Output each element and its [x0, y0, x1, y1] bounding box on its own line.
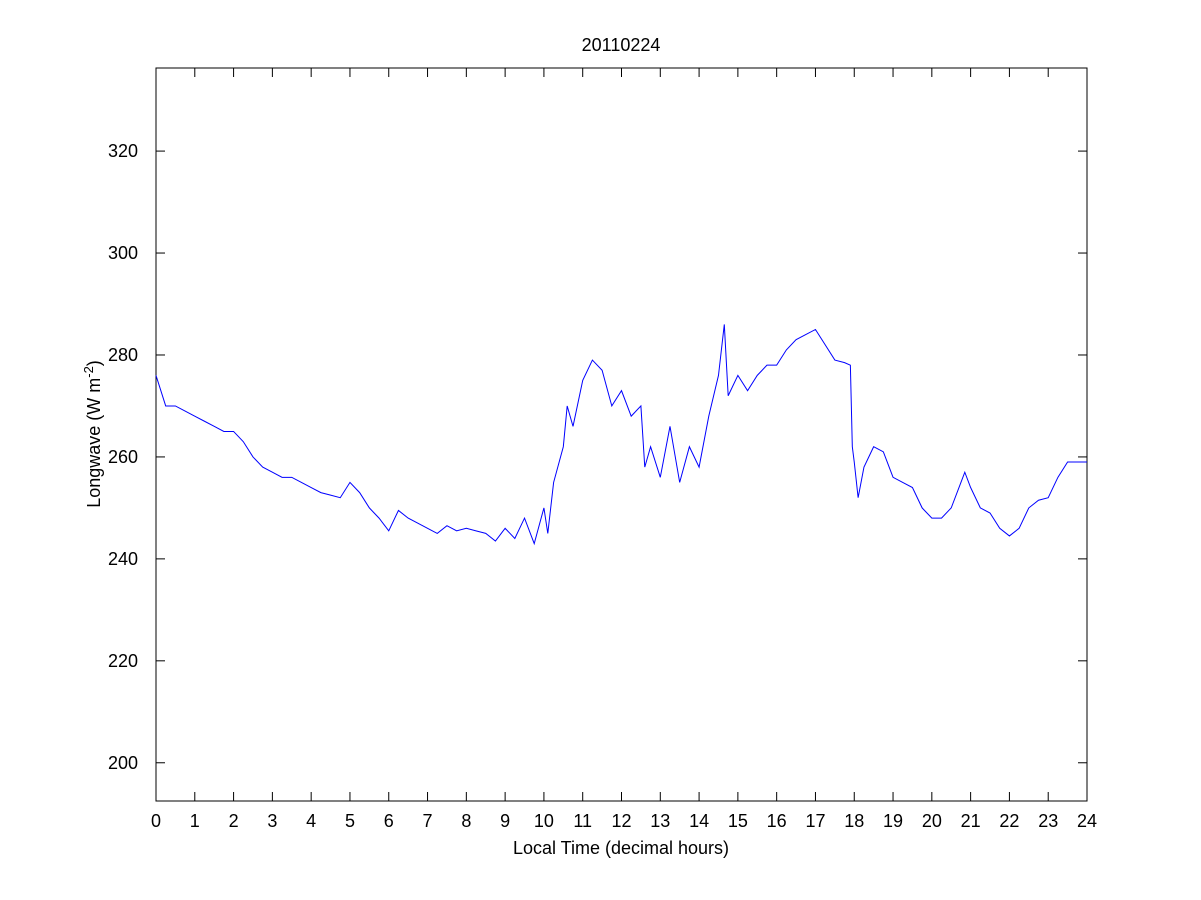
x-tick-label: 12 [611, 811, 631, 831]
x-tick-label: 1 [190, 811, 200, 831]
x-tick-label: 14 [689, 811, 709, 831]
y-label-superscript: -2 [81, 366, 96, 378]
x-tick-label: 9 [500, 811, 510, 831]
x-tick-label: 18 [844, 811, 864, 831]
x-tick-label: 4 [306, 811, 316, 831]
x-tick-label: 16 [767, 811, 787, 831]
x-tick-label: 19 [883, 811, 903, 831]
x-tick-label: 3 [267, 811, 277, 831]
y-tick-label: 260 [108, 447, 138, 467]
chart-title: 20110224 [582, 35, 661, 55]
y-tick-label: 300 [108, 243, 138, 263]
x-tick-label: 22 [999, 811, 1019, 831]
x-tick-label: 2 [229, 811, 239, 831]
y-tick-label: 220 [108, 651, 138, 671]
x-tick-label: 24 [1077, 811, 1097, 831]
x-tick-label: 15 [728, 811, 748, 831]
data-line [155, 324, 1087, 546]
x-tick-label: 21 [961, 811, 981, 831]
y-label-suffix: ) [84, 360, 104, 366]
x-tick-label: 0 [151, 811, 161, 831]
x-tick-label: 17 [805, 811, 825, 831]
y-tick-label: 320 [108, 141, 138, 161]
x-tick-label: 10 [534, 811, 554, 831]
y-tick-label: 200 [108, 753, 138, 773]
x-tick-label: 13 [650, 811, 670, 831]
x-tick-label: 6 [384, 811, 394, 831]
x-tick-label: 20 [922, 811, 942, 831]
y-label-text: Longwave (W m [84, 378, 104, 508]
x-tick-label: 8 [461, 811, 471, 831]
x-tick-label: 5 [345, 811, 355, 831]
x-axis-label: Local Time (decimal hours) [513, 838, 729, 858]
y-tick-label: 280 [108, 345, 138, 365]
x-tick-label: 23 [1038, 811, 1058, 831]
x-tick-label: 7 [423, 811, 433, 831]
x-tick-label: 11 [573, 811, 592, 831]
y-tick-label: 240 [108, 549, 138, 569]
y-axis-label: Longwave (W m-2) [81, 360, 104, 508]
